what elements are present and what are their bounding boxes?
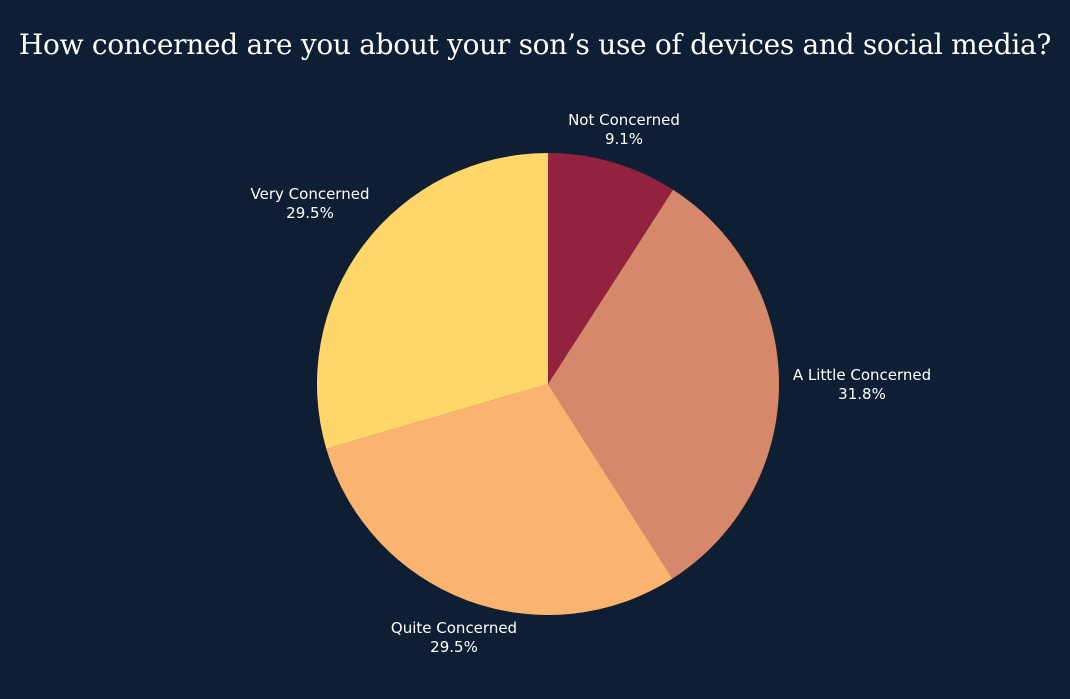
slice-percent: 29.5% xyxy=(430,638,478,656)
slice-name: Quite Concerned xyxy=(390,619,518,637)
slice-label-not-concerned: Not Concerned 9.1% xyxy=(568,111,680,149)
slice-label-very-concerned: Very Concerned 29.5% xyxy=(251,185,370,223)
slice-label-quite-concerned: Quite Concerned 29.5% xyxy=(391,619,517,657)
pie-slice-a-little-concerned xyxy=(548,189,780,579)
slice-name: A Little Concerned xyxy=(792,366,932,384)
slice-percent: 9.1% xyxy=(604,130,644,148)
chart-title: How concerned are you about your son’s u… xyxy=(18,28,1052,61)
pie-slice-not-concerned xyxy=(548,153,674,384)
slice-percent: 29.5% xyxy=(286,204,334,222)
slice-percent: 31.8% xyxy=(838,385,886,403)
slice-label-a-little-concerned: A Little Concerned 31.8% xyxy=(793,366,931,404)
slice-name: Very Concerned xyxy=(250,185,370,203)
pie-slice-quite-concerned xyxy=(326,384,673,616)
pie-slice-very-concerned xyxy=(316,153,548,449)
slice-name: Not Concerned xyxy=(568,111,680,129)
